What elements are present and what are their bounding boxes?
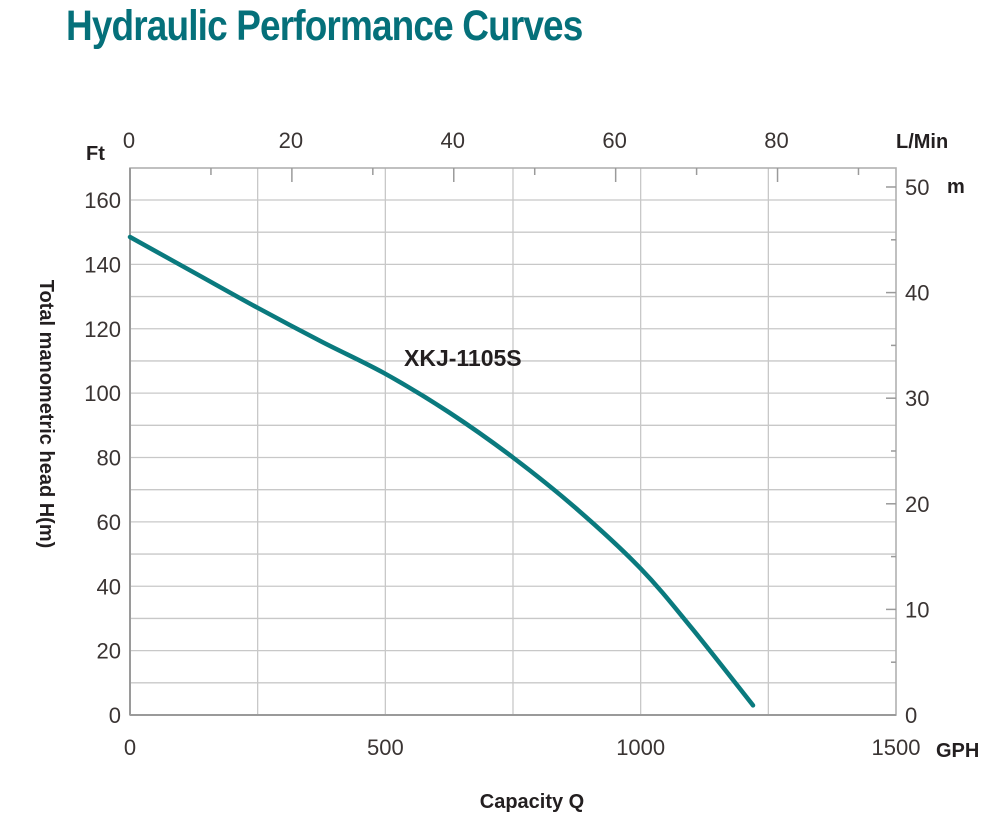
y-right-tick-label: 20 [905, 492, 929, 517]
chart-title: Hydraulic Performance Curves [66, 2, 583, 50]
y-left-tick-label: 160 [84, 188, 121, 213]
series-layer [127, 234, 756, 708]
series-label: XKJ-1105S [404, 345, 522, 371]
x-top-unit: L/Min [896, 131, 948, 153]
y-left-tick-label: 140 [84, 252, 121, 277]
tick-marks [210, 168, 896, 663]
plot-frame [129, 167, 897, 716]
y-left-tick-label: 60 [97, 510, 121, 535]
y-axis-label: Total manometric head H(m) [35, 280, 57, 549]
series-curve-xkj-1105s [127, 234, 756, 708]
x-top-tick-label: 40 [441, 128, 465, 153]
y-left-tick-label: 0 [109, 703, 121, 728]
x-bottom-tick-label: 1000 [616, 735, 665, 760]
x-bottom-tick-label: 0 [124, 735, 136, 760]
y-right-tick-label: 50 [905, 175, 929, 200]
x-axis-label: Capacity Q [480, 791, 584, 813]
y-right-tick-label: 40 [905, 281, 929, 306]
x-top-tick-label: 80 [764, 128, 788, 153]
grid [130, 168, 896, 715]
y-right-tick-label: 0 [905, 703, 917, 728]
x-top-tick-label: 60 [602, 128, 626, 153]
x-bottom-tick-label: 500 [367, 735, 404, 760]
x-bottom-tick-label: 1500 [872, 735, 921, 760]
x-top-tick-label: 0 [123, 128, 135, 153]
y-left-tick-label: 20 [97, 639, 121, 664]
y-right-tick-label: 30 [905, 386, 929, 411]
y-left-tick-label: 80 [97, 446, 121, 471]
y-right-tick-label: 10 [905, 597, 929, 622]
y-left-tick-label: 120 [84, 317, 121, 342]
x-top-tick-label: 20 [279, 128, 303, 153]
y-left-tick-label: 40 [97, 574, 121, 599]
y-right-unit: m [947, 176, 965, 198]
x-bottom-unit: GPH [936, 740, 979, 762]
y-left-unit: Ft [86, 143, 105, 165]
y-left-tick-label: 100 [84, 381, 121, 406]
